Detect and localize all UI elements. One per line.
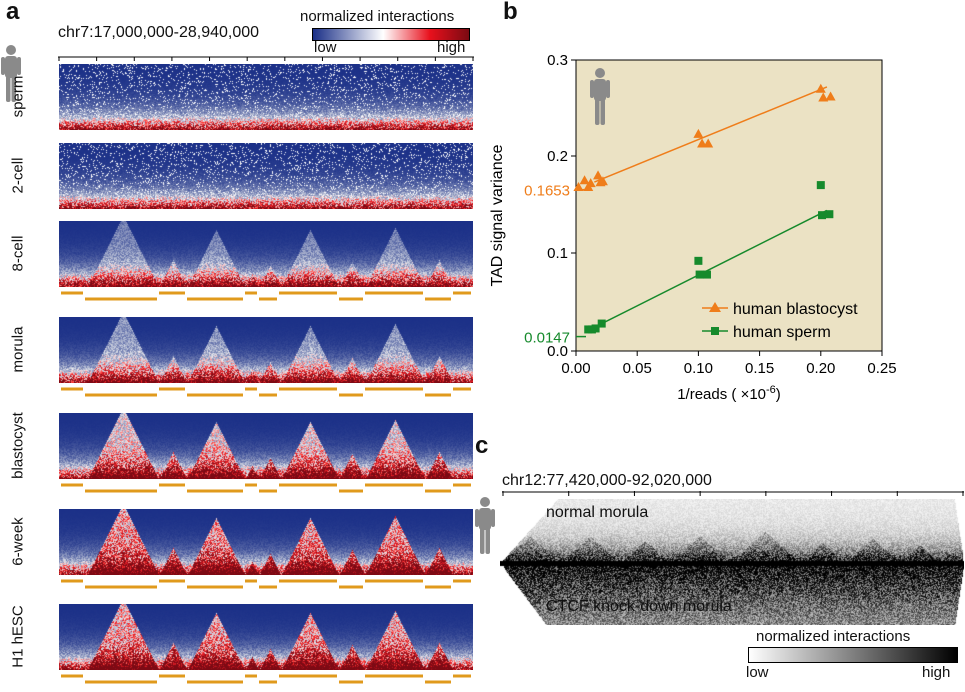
data-point <box>695 270 704 279</box>
data-point <box>816 181 825 190</box>
panel-c-legend-high: high <box>922 664 951 681</box>
panel-a-row-label: 6-week <box>9 517 27 566</box>
panel-a-tad-bars <box>61 579 471 589</box>
fit-line <box>594 209 828 329</box>
data-point <box>579 175 590 185</box>
panel-a-row-label: 8-cell <box>9 235 27 272</box>
data-point <box>694 256 703 265</box>
panel-a-tad-bars <box>61 291 471 301</box>
x-tick-label: 0.00 <box>561 360 590 377</box>
data-point <box>597 176 608 186</box>
panel-c-hic-maps <box>500 499 964 625</box>
panel-c-colorbar <box>748 647 958 663</box>
x-tick-label: 0.10 <box>684 360 713 377</box>
panel-a-tad-bars <box>61 483 471 493</box>
intercept-label: 0.0147 <box>524 330 570 347</box>
legend-label: human sperm <box>733 324 831 341</box>
panel-c-coordinates: chr12:77,420,000-92,020,000 <box>502 472 712 489</box>
data-point <box>818 92 829 102</box>
panel-a-hic-map <box>59 317 473 383</box>
panel-a-ruler <box>58 56 474 61</box>
panel-c-letter: c <box>475 432 489 459</box>
panel-a-letter: a <box>6 0 20 25</box>
intercept-label: 0.1653 <box>524 183 570 200</box>
x-tick-label: 0.15 <box>745 360 774 377</box>
panel-a-row-label: morula <box>9 326 27 373</box>
data-point <box>703 138 714 148</box>
panel-a-colorbar <box>312 28 470 41</box>
panel-c-legend-low: low <box>746 664 769 681</box>
x-axis-label: 1/reads ( ×10-6) <box>677 384 781 403</box>
x-tick-label: 0.25 <box>867 360 896 377</box>
panel-a-legend-low: low <box>314 39 337 56</box>
panel-a-legend-title: normalized interactions <box>300 8 455 25</box>
x-tick-label: 0.05 <box>623 360 652 377</box>
panel-c-legend-title: normalized interactions <box>756 628 911 645</box>
panel-c-bottom-label: CTCF knock-down morula <box>546 598 732 615</box>
data-point <box>702 270 711 279</box>
panel-a-row-label: sperm <box>9 75 27 118</box>
panel-a-legend-high: high <box>437 39 466 56</box>
panel-a-hic-map <box>59 604 473 670</box>
y-tick-label: 0.3 <box>547 52 568 69</box>
panel-b-scatter-chart: 0.00 0.05 0.10 0.15 0.20 0.25 0.0 0.1 0.2 0.3 1/re… <box>489 52 897 403</box>
data-point <box>825 91 836 101</box>
panel-a-coordinates: chr7:17,000,000-28,940,000 <box>58 24 260 41</box>
panel-a-row-label: 2-cell <box>9 157 27 194</box>
panel-a-row-label: blastocyst <box>9 412 27 479</box>
panel-a-hic-map <box>59 64 473 130</box>
panel-b-letter: b <box>503 0 518 25</box>
panel-c-ruler <box>502 491 964 496</box>
panel-a-hic-map <box>59 413 473 479</box>
panel-a-hic-map <box>59 143 473 209</box>
legend-label: human blastocyst <box>733 301 858 318</box>
data-point <box>815 83 826 93</box>
data-point <box>591 324 600 333</box>
panel-a-hic-map <box>59 221 473 287</box>
data-point <box>585 178 596 188</box>
x-tick-label: 0.20 <box>806 360 835 377</box>
data-point <box>693 128 704 138</box>
data-point <box>573 182 584 192</box>
legend-marker <box>711 327 719 335</box>
y-tick-label: 0.0 <box>547 343 568 360</box>
data-point <box>593 170 604 180</box>
data-point <box>825 210 834 219</box>
legend-marker <box>709 302 721 312</box>
y-tick-label: 0.2 <box>547 148 568 165</box>
panel-a-row-label: H1 hESC <box>9 605 27 668</box>
panel-a-tad-bars <box>61 387 471 397</box>
panel-a-tad-bars <box>61 674 471 684</box>
panel-c-top-label: normal morula <box>546 504 649 521</box>
human-figure-icon <box>475 497 495 554</box>
panel-b-plot-background <box>575 59 883 352</box>
human-figure-icon <box>1 45 21 102</box>
data-point <box>597 319 606 328</box>
y-tick-label: 0.1 <box>547 245 568 262</box>
y-axis-label: TAD signal variance <box>489 144 506 286</box>
panel-a-hic-map <box>59 509 473 575</box>
data-point <box>818 211 827 220</box>
human-figure-icon <box>590 68 610 125</box>
fit-line <box>594 86 828 183</box>
